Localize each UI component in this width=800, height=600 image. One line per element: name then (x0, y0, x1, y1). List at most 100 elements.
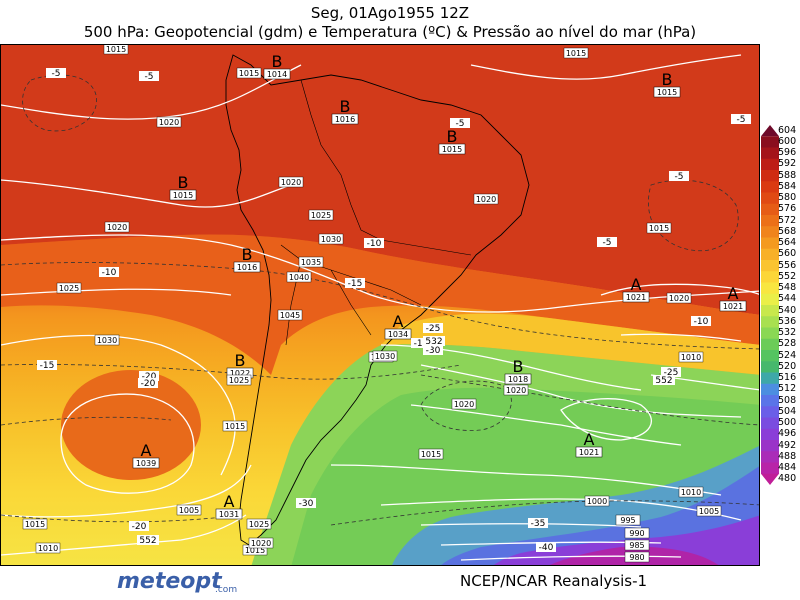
svg-text:1010: 1010 (38, 544, 58, 553)
svg-text:-40: -40 (539, 543, 554, 553)
svg-text:1034: 1034 (388, 330, 408, 339)
colorbar-level: 592 (778, 158, 797, 170)
isobar-labels: 1015 101510151020102010251030103510401045… (22, 45, 722, 563)
isobar-label: 1020 (248, 537, 274, 549)
isobar-label: 1015 (418, 448, 444, 460)
map-title: 500 hPa: Geopotencial (gdm) e Temperatur… (83, 23, 697, 41)
colorbar-level: 484 (778, 462, 797, 474)
svg-text:1030: 1030 (97, 336, 117, 345)
colorbar-swatch (761, 237, 779, 250)
colorbar-swatch (761, 282, 779, 295)
colorbar-swatch (761, 260, 779, 272)
colorbar-level: 520 (778, 360, 797, 372)
svg-text:1020: 1020 (107, 223, 127, 232)
temperature-labels: -5 -5 -5 -5 -5 -10 -15 -15 -20 -25 -30 -10 -10 -25 -30… (37, 68, 751, 553)
temperature-label: -15 (37, 360, 57, 371)
isobar-label: 1025 (246, 518, 272, 530)
isobar-label: 1020 (666, 292, 692, 304)
temperature-label: -5 (450, 118, 470, 129)
logo-text: meteopt (117, 569, 223, 594)
country-borders (300, 79, 472, 256)
height-label: 552 (137, 535, 159, 546)
temperature-label: -5 (669, 171, 689, 182)
isobar-label: 1045 (277, 309, 303, 321)
svg-text:-30: -30 (426, 346, 441, 356)
yellow-band (381, 313, 759, 375)
colorbar-level: 576 (778, 203, 797, 215)
colorbar-level: 560 (778, 248, 797, 260)
colorbar-swatch (761, 395, 779, 407)
isobar-label: 1005 (176, 504, 202, 516)
colorbar-swatch (761, 215, 779, 227)
temperature-label: -10 (99, 267, 119, 278)
colorbar-level: 512 (778, 383, 797, 395)
svg-text:B: B (178, 173, 189, 192)
svg-text:1014: 1014 (267, 70, 287, 79)
colorbar-level: 588 (778, 169, 797, 181)
isobar-label: 985 (624, 539, 650, 551)
svg-text:1030: 1030 (321, 235, 341, 244)
svg-text:-5: -5 (675, 172, 684, 182)
isobar-label: 1030 (372, 350, 398, 362)
isobar-label: 1015 (563, 47, 589, 59)
temperature-label: -35 (528, 518, 548, 529)
svg-text:1021: 1021 (723, 302, 743, 311)
colorbar-level: 600 (778, 135, 797, 147)
temperature-label: -20 (129, 521, 149, 532)
logo-suffix: .com (215, 585, 237, 595)
svg-text:1039: 1039 (136, 459, 156, 468)
colorbar (761, 125, 779, 485)
colorbar-level: 544 (778, 293, 797, 305)
temperature-label: -15 (411, 338, 431, 349)
colorbar-swatch (761, 170, 779, 182)
colorbar-level: 580 (778, 192, 797, 204)
isobar-label: 1020 (156, 116, 182, 128)
meteopt-logo: meteopt .com (117, 569, 237, 595)
svg-text:1016: 1016 (335, 115, 355, 124)
height-label: 532 (423, 336, 445, 347)
colorbar-swatch (761, 451, 779, 463)
svg-text:1020: 1020 (281, 178, 301, 187)
svg-text:1015: 1015 (25, 520, 45, 529)
colorbar-level: 504 (778, 405, 797, 417)
svg-text:1021: 1021 (626, 293, 646, 302)
isobar-label: 1010 (678, 351, 704, 363)
colorbar-swatch (761, 158, 779, 171)
svg-text:1015: 1015 (421, 450, 441, 459)
isobar-label: 995 (615, 514, 641, 526)
isobar-label: 1010 (678, 486, 704, 498)
colorbar-level: 548 (778, 282, 797, 294)
isobar-label: 980 (624, 551, 650, 563)
svg-text:1015: 1015 (649, 224, 669, 233)
svg-text:1022: 1022 (230, 369, 250, 378)
svg-text:1015: 1015 (173, 191, 193, 200)
colorbar-swatch (761, 428, 779, 441)
temperature-label: -25 (423, 323, 443, 334)
svg-text:-15: -15 (40, 361, 55, 371)
svg-text:1020: 1020 (454, 400, 474, 409)
isobar-label: 1020 (451, 398, 477, 410)
svg-text:B: B (242, 245, 253, 264)
colorbar-level: 596 (778, 147, 797, 159)
isobar-label: 1030 (318, 233, 344, 245)
isobar-label: 1000 (584, 495, 610, 507)
temperature-label: -10 (364, 238, 384, 249)
svg-text:1005: 1005 (179, 506, 199, 515)
colorbar-swatch (761, 327, 779, 340)
height-label: 552 (653, 375, 675, 386)
isobar-label: 1015 (646, 222, 672, 234)
weather-map: B 1014 B 1016 B 1015 B 1015 B 1015 B 1016 B 1022 A 1039… (0, 44, 760, 566)
temperature-label: -25 (661, 367, 681, 378)
svg-text:A: A (141, 441, 152, 460)
svg-text:1031: 1031 (219, 510, 239, 519)
isobar-label: 1025 (308, 209, 334, 221)
isobar-label: 1040 (286, 271, 312, 283)
svg-text:B: B (662, 70, 673, 89)
colorbar-level: 480 (778, 473, 797, 485)
